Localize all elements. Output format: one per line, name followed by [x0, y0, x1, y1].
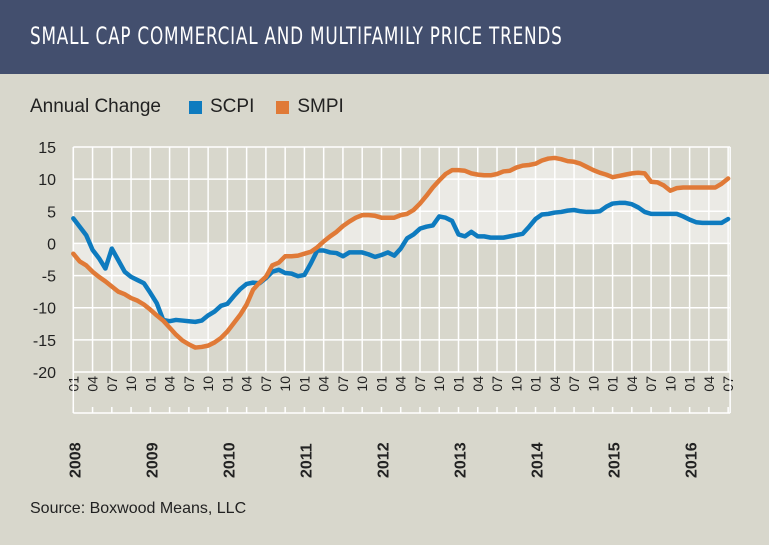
year-label: 2014: [530, 442, 547, 478]
x-tick-label: 01: [142, 376, 158, 392]
x-tick-label: 10: [662, 376, 678, 392]
x-tick-label: 01: [451, 376, 467, 392]
year-label: 2016: [684, 442, 701, 478]
legend-label-scpi: SCPI: [210, 96, 255, 117]
series-line-smpi: [71, 155, 731, 350]
x-tick-label: 07: [720, 376, 736, 392]
x-tick-label: 07: [643, 376, 659, 392]
x-tick-label: 01: [605, 376, 621, 392]
year-label: 2009: [144, 442, 161, 478]
x-tick-label: 07: [104, 376, 120, 392]
y-tick-label: -15: [33, 333, 56, 350]
chart-title: SMALL CAP COMMERCIAL AND MULTIFAMILY PRI…: [30, 22, 563, 50]
legend-label-smpi: SMPI: [297, 96, 344, 117]
series-line-scpi: [71, 200, 731, 325]
x-tick-label: 10: [585, 376, 601, 392]
year-label: 2010: [221, 442, 238, 478]
x-tick-label: 04: [470, 376, 486, 392]
legend-swatch-scpi: [189, 100, 202, 114]
y-tick-label: -10: [33, 301, 56, 318]
year-label: 2013: [453, 442, 470, 478]
legend-swatch-smpi: [276, 100, 290, 114]
x-tick-label: 10: [354, 376, 370, 392]
x-tick-label: 01: [373, 376, 389, 392]
title-banner: SMALL CAP COMMERCIAL AND MULTIFAMILY PRI…: [0, 0, 769, 74]
x-tick-label: 01: [296, 376, 312, 392]
y-tick-label: -20: [33, 365, 56, 382]
x-tick-label: 07: [412, 376, 428, 392]
year-label: 2011: [298, 443, 315, 478]
x-tick-label: 10: [508, 376, 524, 392]
x-tick-label: 10: [277, 376, 293, 392]
x-tick-label: 01: [219, 376, 235, 392]
x-tick-label: 07: [335, 376, 351, 392]
x-tick-label: 04: [162, 376, 178, 392]
x-tick-label: 07: [181, 376, 197, 392]
y-tick-label: 15: [38, 140, 56, 157]
y-tick-label: 10: [38, 172, 56, 189]
x-tick-label: 10: [200, 376, 216, 392]
x-tick-label: 07: [566, 376, 582, 392]
x-tick-label: 04: [547, 376, 563, 392]
x-tick-label: 07: [489, 376, 505, 392]
x-tick-label: 07: [258, 376, 274, 392]
x-tick-label: 04: [624, 376, 640, 392]
y-tick-label: 5: [47, 204, 56, 221]
x-tick-label: 01: [528, 376, 544, 392]
x-tick-label: 04: [239, 376, 255, 392]
y-tick-label: 0: [47, 236, 56, 253]
y-tick-label: -5: [42, 269, 56, 286]
year-label: 2008: [67, 442, 84, 478]
year-label: 2012: [375, 442, 392, 478]
x-tick-label: 04: [85, 376, 101, 392]
source-note: Source: Boxwood Means, LLC: [30, 500, 247, 517]
x-tick-label: 04: [701, 376, 717, 392]
year-label: 2015: [607, 442, 624, 478]
x-tick-label: 10: [431, 376, 447, 392]
x-tick-label: 04: [393, 376, 409, 392]
x-tick-label: 01: [682, 376, 698, 392]
x-tick-label: 10: [123, 376, 139, 392]
shaded-band: [73, 157, 729, 348]
x-tick-label: 04: [316, 376, 332, 392]
y-axis-label: Annual Change: [30, 96, 161, 117]
legend: Annual Change SCPI SMPI: [30, 96, 344, 118]
